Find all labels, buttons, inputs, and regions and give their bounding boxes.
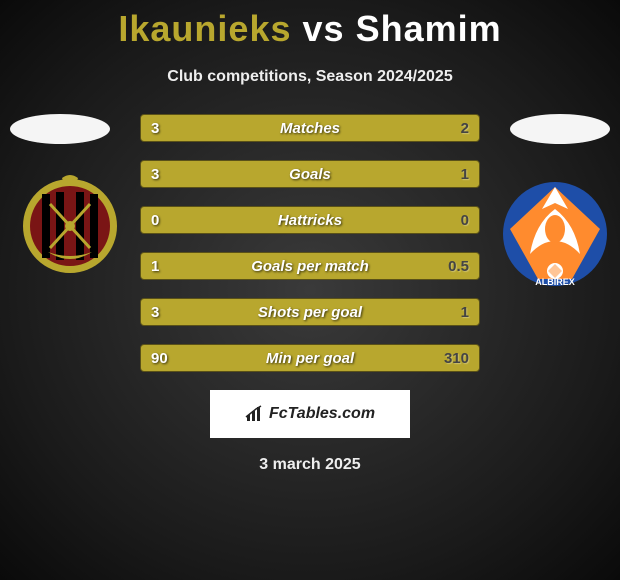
- stat-bar: 3 Matches 2: [140, 114, 480, 142]
- watermark-text: FcTables.com: [269, 405, 375, 423]
- stat-bar: 3 Shots per goal 1: [140, 298, 480, 326]
- stat-label: Matches: [280, 120, 340, 137]
- vs-label: vs: [303, 8, 345, 49]
- stat-label: Shots per goal: [258, 304, 362, 321]
- date-label: 3 march 2025: [0, 456, 620, 474]
- stat-label: Min per goal: [266, 350, 354, 367]
- stat-label: Hattricks: [278, 212, 342, 229]
- stat-label: Goals: [289, 166, 331, 183]
- stat-left-value: 90: [151, 350, 168, 367]
- stat-left-value: 3: [151, 120, 159, 137]
- stat-left-value: 3: [151, 166, 159, 183]
- watermark-badge: FcTables.com: [210, 390, 410, 438]
- stat-bar: 1 Goals per match 0.5: [140, 252, 480, 280]
- stat-right-value: 2: [461, 120, 469, 137]
- svg-text:ALBIREX: ALBIREX: [535, 277, 575, 287]
- stat-left-value: 1: [151, 258, 159, 275]
- chart-icon: [245, 405, 265, 423]
- stat-bar: 0 Hattricks 0: [140, 206, 480, 234]
- stat-right-value: 310: [444, 350, 469, 367]
- stat-left-value: 0: [151, 212, 159, 229]
- club-logo-left: [20, 174, 120, 274]
- country-flag-left: [10, 114, 110, 144]
- stat-label: Goals per match: [251, 258, 369, 275]
- player1-name: Ikaunieks: [118, 8, 291, 49]
- country-flag-right: [510, 114, 610, 144]
- stat-right-value: 1: [461, 166, 469, 183]
- content-area: ALBIREX 3 Matches 2 3 Goals 1 0 Hattrick…: [0, 114, 620, 474]
- stat-bar: 3 Goals 1: [140, 160, 480, 188]
- comparison-title: Ikaunieks vs Shamim: [0, 0, 620, 50]
- stat-right-value: 0: [461, 212, 469, 229]
- player2-name: Shamim: [356, 8, 502, 49]
- stat-right-value: 1: [461, 304, 469, 321]
- stat-right-value: 0.5: [448, 258, 469, 275]
- club-logo-right: ALBIREX: [500, 179, 610, 289]
- stats-bars: 3 Matches 2 3 Goals 1 0 Hattricks 0 1 Go…: [140, 114, 480, 372]
- stat-left-value: 3: [151, 304, 159, 321]
- stat-bar: 90 Min per goal 310: [140, 344, 480, 372]
- subtitle: Club competitions, Season 2024/2025: [0, 68, 620, 86]
